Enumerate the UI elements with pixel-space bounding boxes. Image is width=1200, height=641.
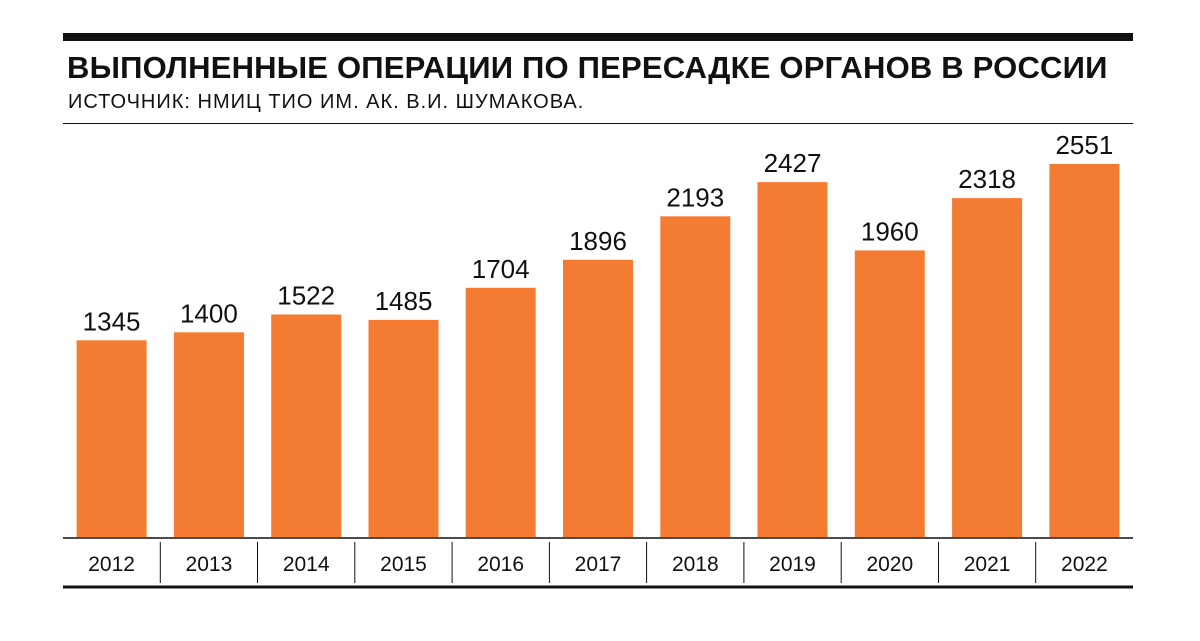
bar-2018: [660, 216, 731, 538]
x-tick-label-2018: 2018: [672, 553, 719, 576]
bar-2021: [952, 198, 1023, 537]
bar-2013: [173, 332, 244, 537]
bar-2022: [1049, 164, 1120, 537]
value-label-2021: 2318: [958, 164, 1016, 194]
x-tick-label-2021: 2021: [964, 553, 1011, 576]
x-axis: 2012 2013 2014 2015 2016 2017 2018 2019 2020 2021…: [63, 537, 1133, 589]
x-tick-label-2014: 2014: [283, 553, 330, 576]
top-rule: [63, 33, 1133, 41]
value-label-2014: 1522: [277, 281, 335, 311]
x-tick-label-2022: 2022: [1061, 553, 1108, 576]
x-tick-label-2012: 2012: [88, 553, 135, 576]
x-tick-label-2016: 2016: [477, 553, 524, 576]
value-label-2019: 2427: [764, 148, 822, 178]
bar-2012: [76, 340, 147, 537]
value-label-2016: 1704: [472, 254, 530, 284]
x-tick-label-2019: 2019: [769, 553, 816, 576]
chart-title: ВЫПОЛНЕННЫЕ ОПЕРАЦИИ ПО ПЕРЕСАДКЕ ОРГАНО…: [67, 50, 1108, 85]
value-label-2020: 1960: [861, 216, 919, 246]
value-label-2022: 2551: [1055, 130, 1113, 160]
bar-2020: [854, 250, 925, 537]
value-labels-group: 1345 1400 1522 1485 1704 1896 2193 2427 1960 2318…: [83, 130, 1114, 336]
x-tick-label-2020: 2020: [866, 553, 913, 576]
bars-group: [76, 164, 1120, 538]
header-rule: [63, 123, 1133, 124]
value-label-2018: 2193: [666, 182, 724, 212]
x-tick-label-2017: 2017: [575, 553, 622, 576]
chart-source: ИСТОЧНИК: НМИЦ ТИО ИМ. АК. В.И. ШУМАКОВА…: [68, 91, 585, 113]
bar-2015: [368, 319, 439, 537]
bar-2019: [757, 182, 828, 537]
bar-2016: [465, 287, 536, 537]
value-label-2017: 1896: [569, 226, 627, 256]
bar-2017: [563, 259, 633, 537]
value-label-2015: 1485: [375, 286, 433, 316]
bar-2014: [271, 314, 342, 537]
x-tick-label-2013: 2013: [186, 553, 233, 576]
value-label-2013: 1400: [180, 298, 238, 328]
value-label-2012: 1345: [83, 306, 141, 336]
x-tick-label-2015: 2015: [380, 553, 427, 576]
